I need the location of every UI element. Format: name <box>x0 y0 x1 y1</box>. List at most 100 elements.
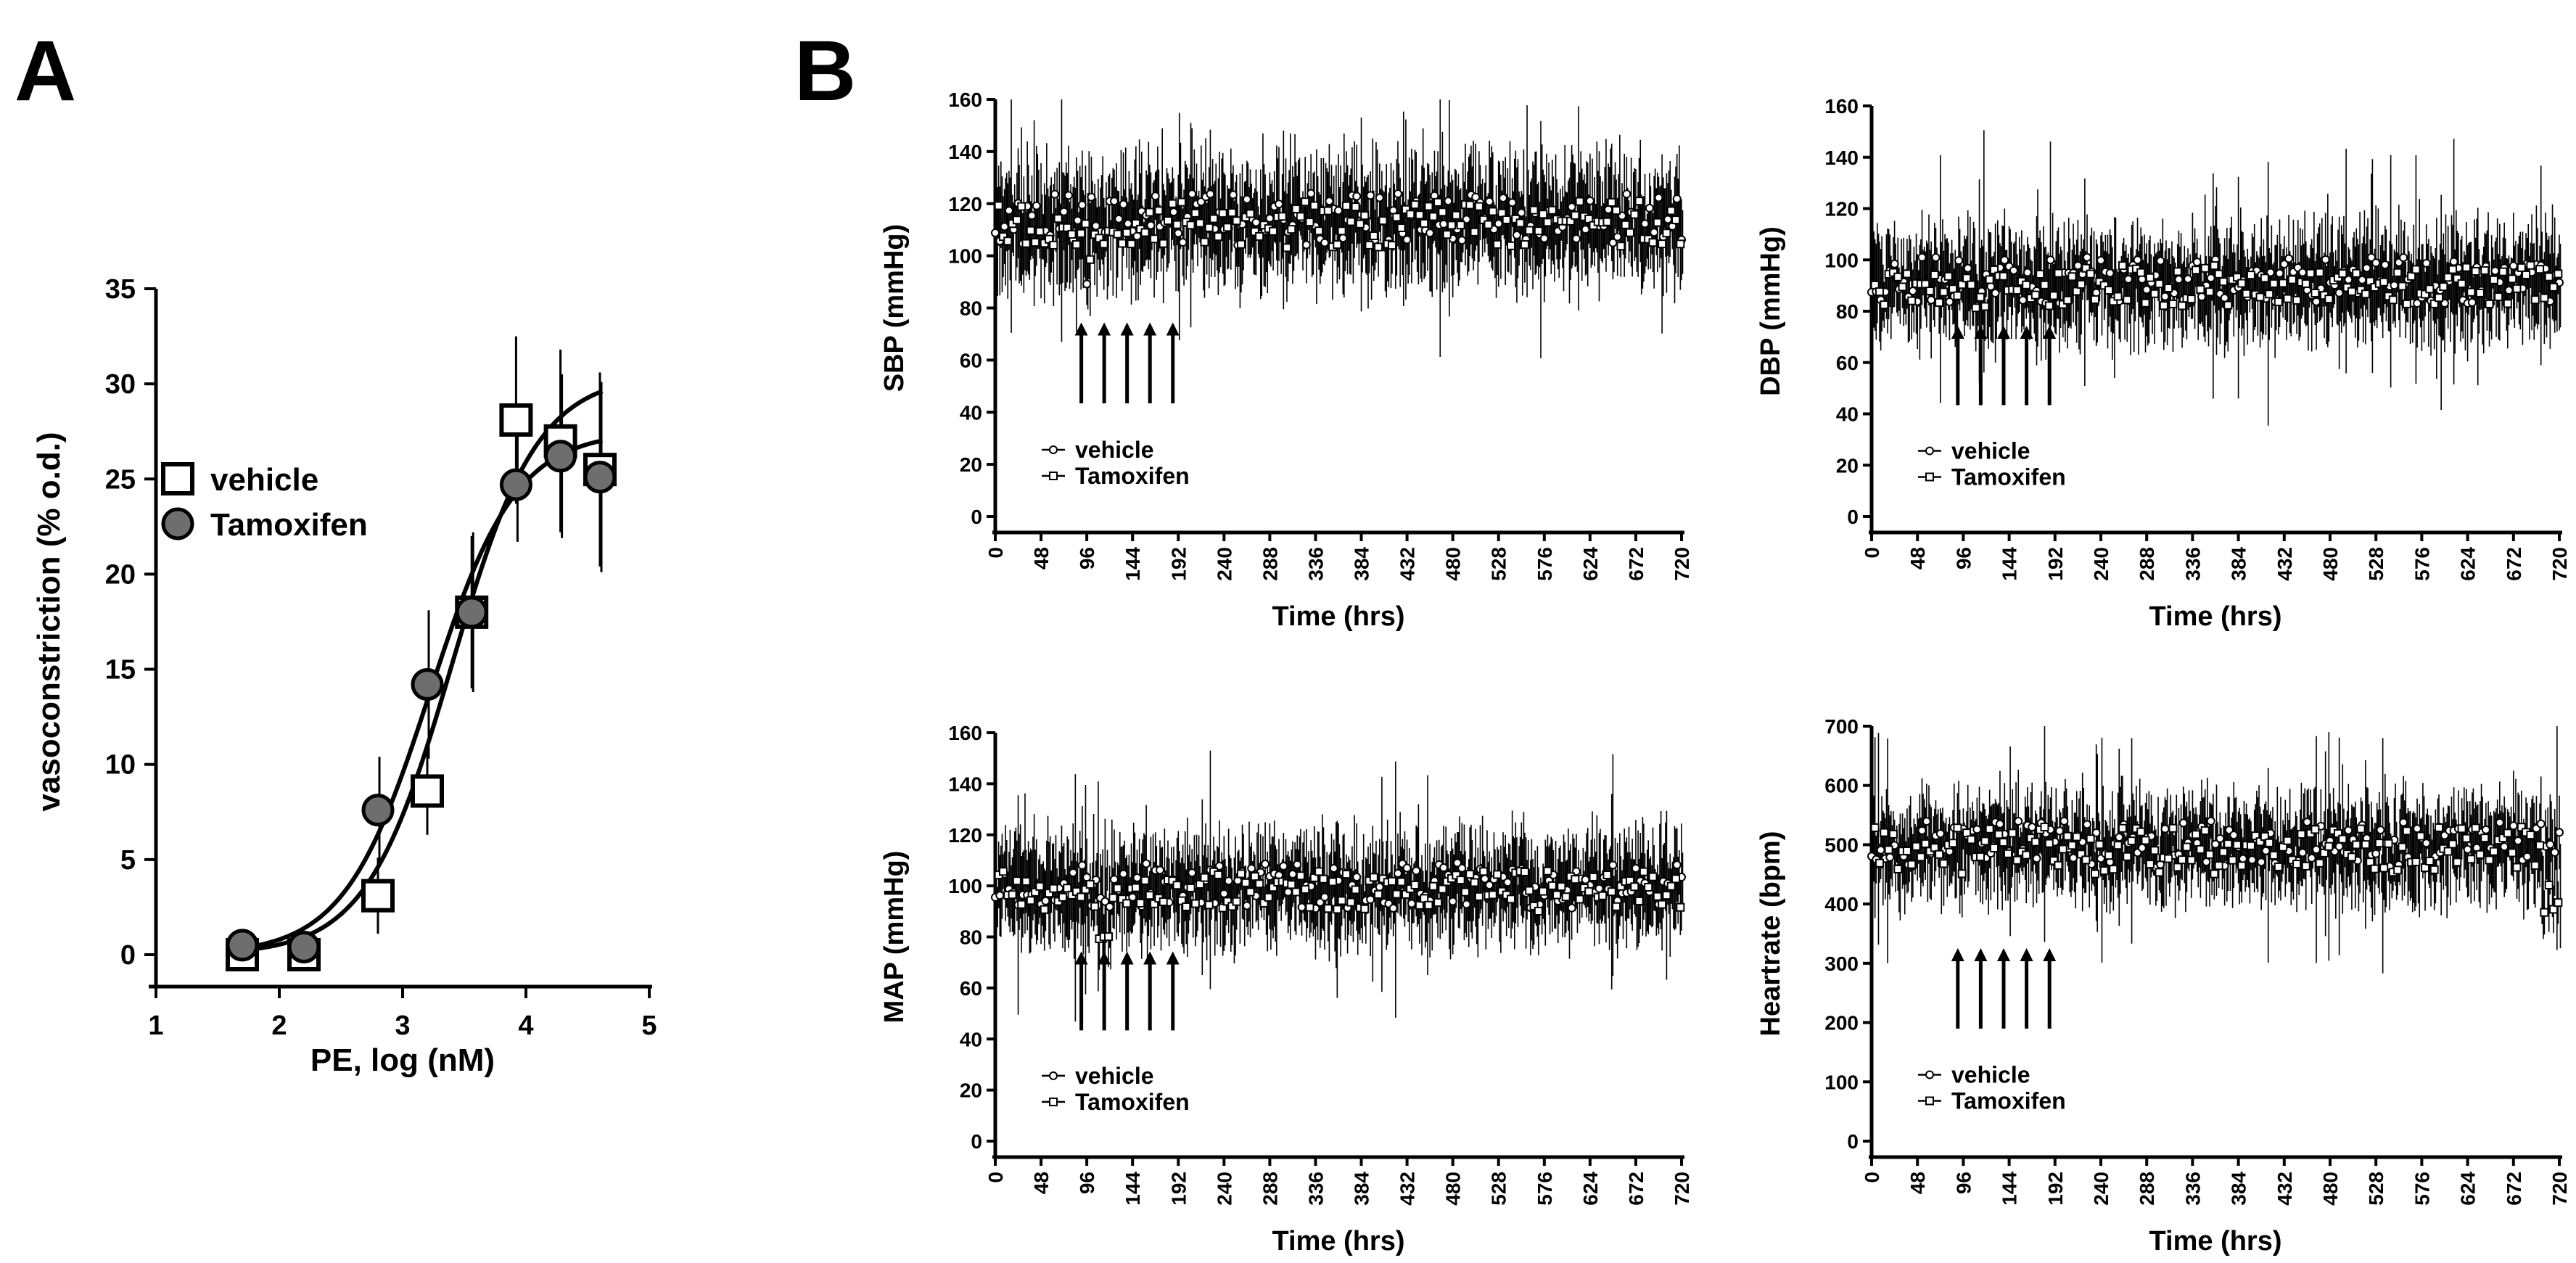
point-tamoxifen <box>1351 202 1360 212</box>
x-tick-label: 240 <box>1213 547 1235 581</box>
point-tamoxifen <box>1049 884 1058 893</box>
y-tick-label: 400 <box>1824 893 1859 916</box>
x-tick-label: 720 <box>2548 547 2571 581</box>
point-vehicle <box>2421 258 2431 268</box>
y-tick-label: 0 <box>1847 506 1859 528</box>
point-tamoxifen <box>1077 892 1086 902</box>
point-tamoxifen <box>1888 268 1898 277</box>
point-vehicle <box>1507 198 1517 207</box>
point-vehicle <box>1077 200 1087 210</box>
point-tamoxifen <box>2173 267 2182 276</box>
y-tick-label: 0 <box>971 506 982 528</box>
point-vehicle <box>2211 839 2220 849</box>
point-tamoxifen <box>1355 219 1365 229</box>
point-tamoxifen <box>1488 890 1497 900</box>
point-tamoxifen <box>1625 876 1634 885</box>
point-vehicle <box>1917 826 1927 835</box>
point-vehicle <box>1352 872 1362 881</box>
panel-label-a: A <box>15 23 76 119</box>
point-vehicle <box>2284 254 2294 263</box>
point-vehicle <box>1114 214 1124 223</box>
point-tamoxifen <box>544 440 577 473</box>
point-tamoxifen <box>1369 873 1378 882</box>
x-tick-label: 528 <box>1488 1172 1510 1206</box>
point-tamoxifen <box>1378 216 1388 226</box>
point-tamoxifen <box>1045 234 1054 244</box>
point-tamoxifen <box>1140 876 1150 885</box>
point-tamoxifen <box>2145 273 2155 282</box>
point-tamoxifen <box>1989 843 1999 852</box>
point-vehicle <box>1640 219 1650 229</box>
y-tick-label: 100 <box>1824 1071 1859 1093</box>
x-tick-label: 240 <box>1213 1172 1235 1206</box>
point-tamoxifen <box>1962 828 1972 838</box>
point-vehicle <box>1402 235 1412 244</box>
point-vehicle <box>1105 902 1114 911</box>
x-tick-label: 0 <box>984 547 1007 559</box>
x-tick-label: 4 <box>518 1011 533 1041</box>
point-tamoxifen <box>1884 845 1893 855</box>
y-tick-label: 80 <box>960 926 982 949</box>
point-vehicle <box>2160 292 2170 301</box>
point-tamoxifen <box>2475 288 2485 297</box>
y-axis-title: SBP (mmHg) <box>879 224 910 392</box>
x-tick-label: 624 <box>2457 547 2480 581</box>
point-vehicle <box>1082 873 1092 882</box>
point-tamoxifen <box>1410 200 1420 210</box>
point-tamoxifen <box>1870 280 1880 289</box>
point-vehicle <box>2509 821 2518 831</box>
point-tamoxifen <box>1653 218 1662 227</box>
point-tamoxifen <box>1870 823 1880 832</box>
point-tamoxifen <box>1012 215 1021 225</box>
point-tamoxifen <box>2366 857 2375 867</box>
y-tick-label: 0 <box>1847 1130 1859 1153</box>
y-tick-label: 25 <box>105 464 136 495</box>
point-tamoxifen <box>1976 852 1986 861</box>
point-vehicle <box>2504 286 2514 295</box>
point-tamoxifen <box>1136 899 1145 908</box>
point-tamoxifen <box>2044 301 2054 310</box>
point-tamoxifen <box>1539 886 1548 896</box>
y-tick-label: 60 <box>1836 352 1859 374</box>
point-vehicle <box>2467 297 2477 307</box>
point-tamoxifen <box>1625 228 1634 237</box>
point-vehicle <box>1188 189 1197 199</box>
point-tamoxifen <box>1465 200 1475 210</box>
x-tick-label: 528 <box>1488 547 1510 581</box>
y-tick-label: 80 <box>960 297 982 320</box>
x-tick-label: 192 <box>2044 547 2067 581</box>
point-vehicle <box>2123 274 2133 284</box>
point-tamoxifen <box>2443 847 2453 856</box>
point-tamoxifen <box>1557 882 1566 892</box>
point-tamoxifen <box>2246 841 2255 850</box>
point-tamoxifen <box>1255 879 1264 889</box>
point-tamoxifen <box>2279 842 2288 852</box>
point-vehicle <box>1402 863 1412 873</box>
point-vehicle <box>1439 219 1449 229</box>
y-tick-label: 100 <box>948 245 982 268</box>
point-tamoxifen <box>1081 219 1090 229</box>
point-tamoxifen <box>1465 870 1475 879</box>
x-tick-label: 96 <box>1952 547 1975 569</box>
point-tamoxifen <box>2526 831 2535 840</box>
y-axis-title: Heartrate (bpm) <box>1756 831 1786 1037</box>
point-tamoxifen <box>1122 228 1132 237</box>
point-tamoxifen <box>1026 896 1035 905</box>
point-tamoxifen <box>2228 855 2237 865</box>
point-vehicle <box>1219 889 1229 898</box>
x-tick-label: 2 <box>271 1011 287 1041</box>
point-tamoxifen <box>1031 887 1040 897</box>
point-tamoxifen <box>1902 846 1912 855</box>
point-tamoxifen <box>1507 894 1515 904</box>
point-tamoxifen <box>2320 848 2329 857</box>
y-tick-label: 300 <box>1824 953 1859 975</box>
y-tick-label: 500 <box>1824 834 1859 856</box>
point-tamoxifen <box>1090 902 1100 911</box>
point-tamoxifen <box>1035 227 1045 236</box>
point-tamoxifen <box>1539 210 1548 219</box>
point-vehicle <box>2555 828 2564 837</box>
x-tick-label: 48 <box>1030 1172 1053 1194</box>
point-tamoxifen <box>2192 830 2201 839</box>
y-tick-label: 160 <box>1824 95 1859 118</box>
point-tamoxifen <box>1497 208 1507 218</box>
